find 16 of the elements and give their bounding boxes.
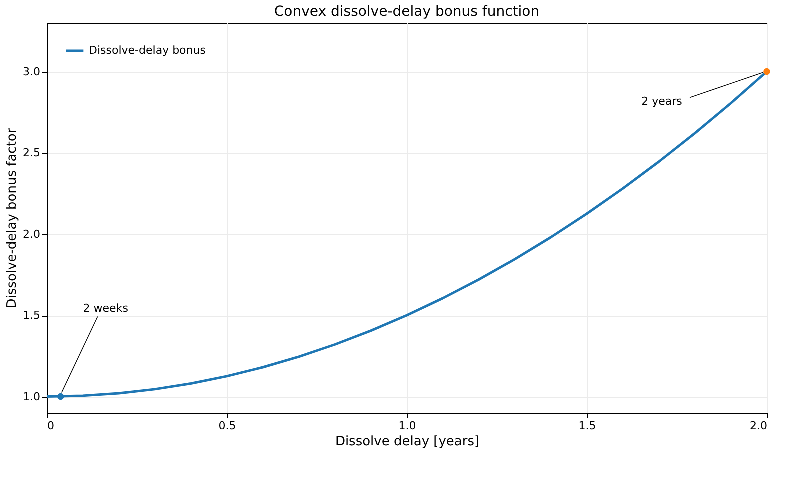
x-tick-label: 1.0 xyxy=(398,420,416,432)
y-tick-label: 1.5 xyxy=(23,309,40,322)
legend-label: Dissolve-delay bonus xyxy=(89,44,206,57)
x-tick-label: 2.0 xyxy=(750,420,768,432)
annotation: 2 weeks xyxy=(83,302,129,315)
chart-title: Convex dissolve-delay bonus function xyxy=(274,4,540,20)
y-tick-label: 3.0 xyxy=(23,65,40,78)
y-tick-label: 2.5 xyxy=(23,146,40,160)
y-tick-label: 2.0 xyxy=(23,228,40,241)
annotation: 2 years xyxy=(642,94,683,108)
x-axis-title: Dissolve delay [years] xyxy=(335,434,480,450)
x-tick-label: 1.5 xyxy=(578,420,596,432)
y-tick-label: 1.0 xyxy=(23,390,40,404)
x-tick-label: 0 xyxy=(48,420,54,432)
y-axis-title: Dissolve-delay bonus factor xyxy=(5,128,20,309)
x-tick-label: 0.5 xyxy=(218,420,236,432)
